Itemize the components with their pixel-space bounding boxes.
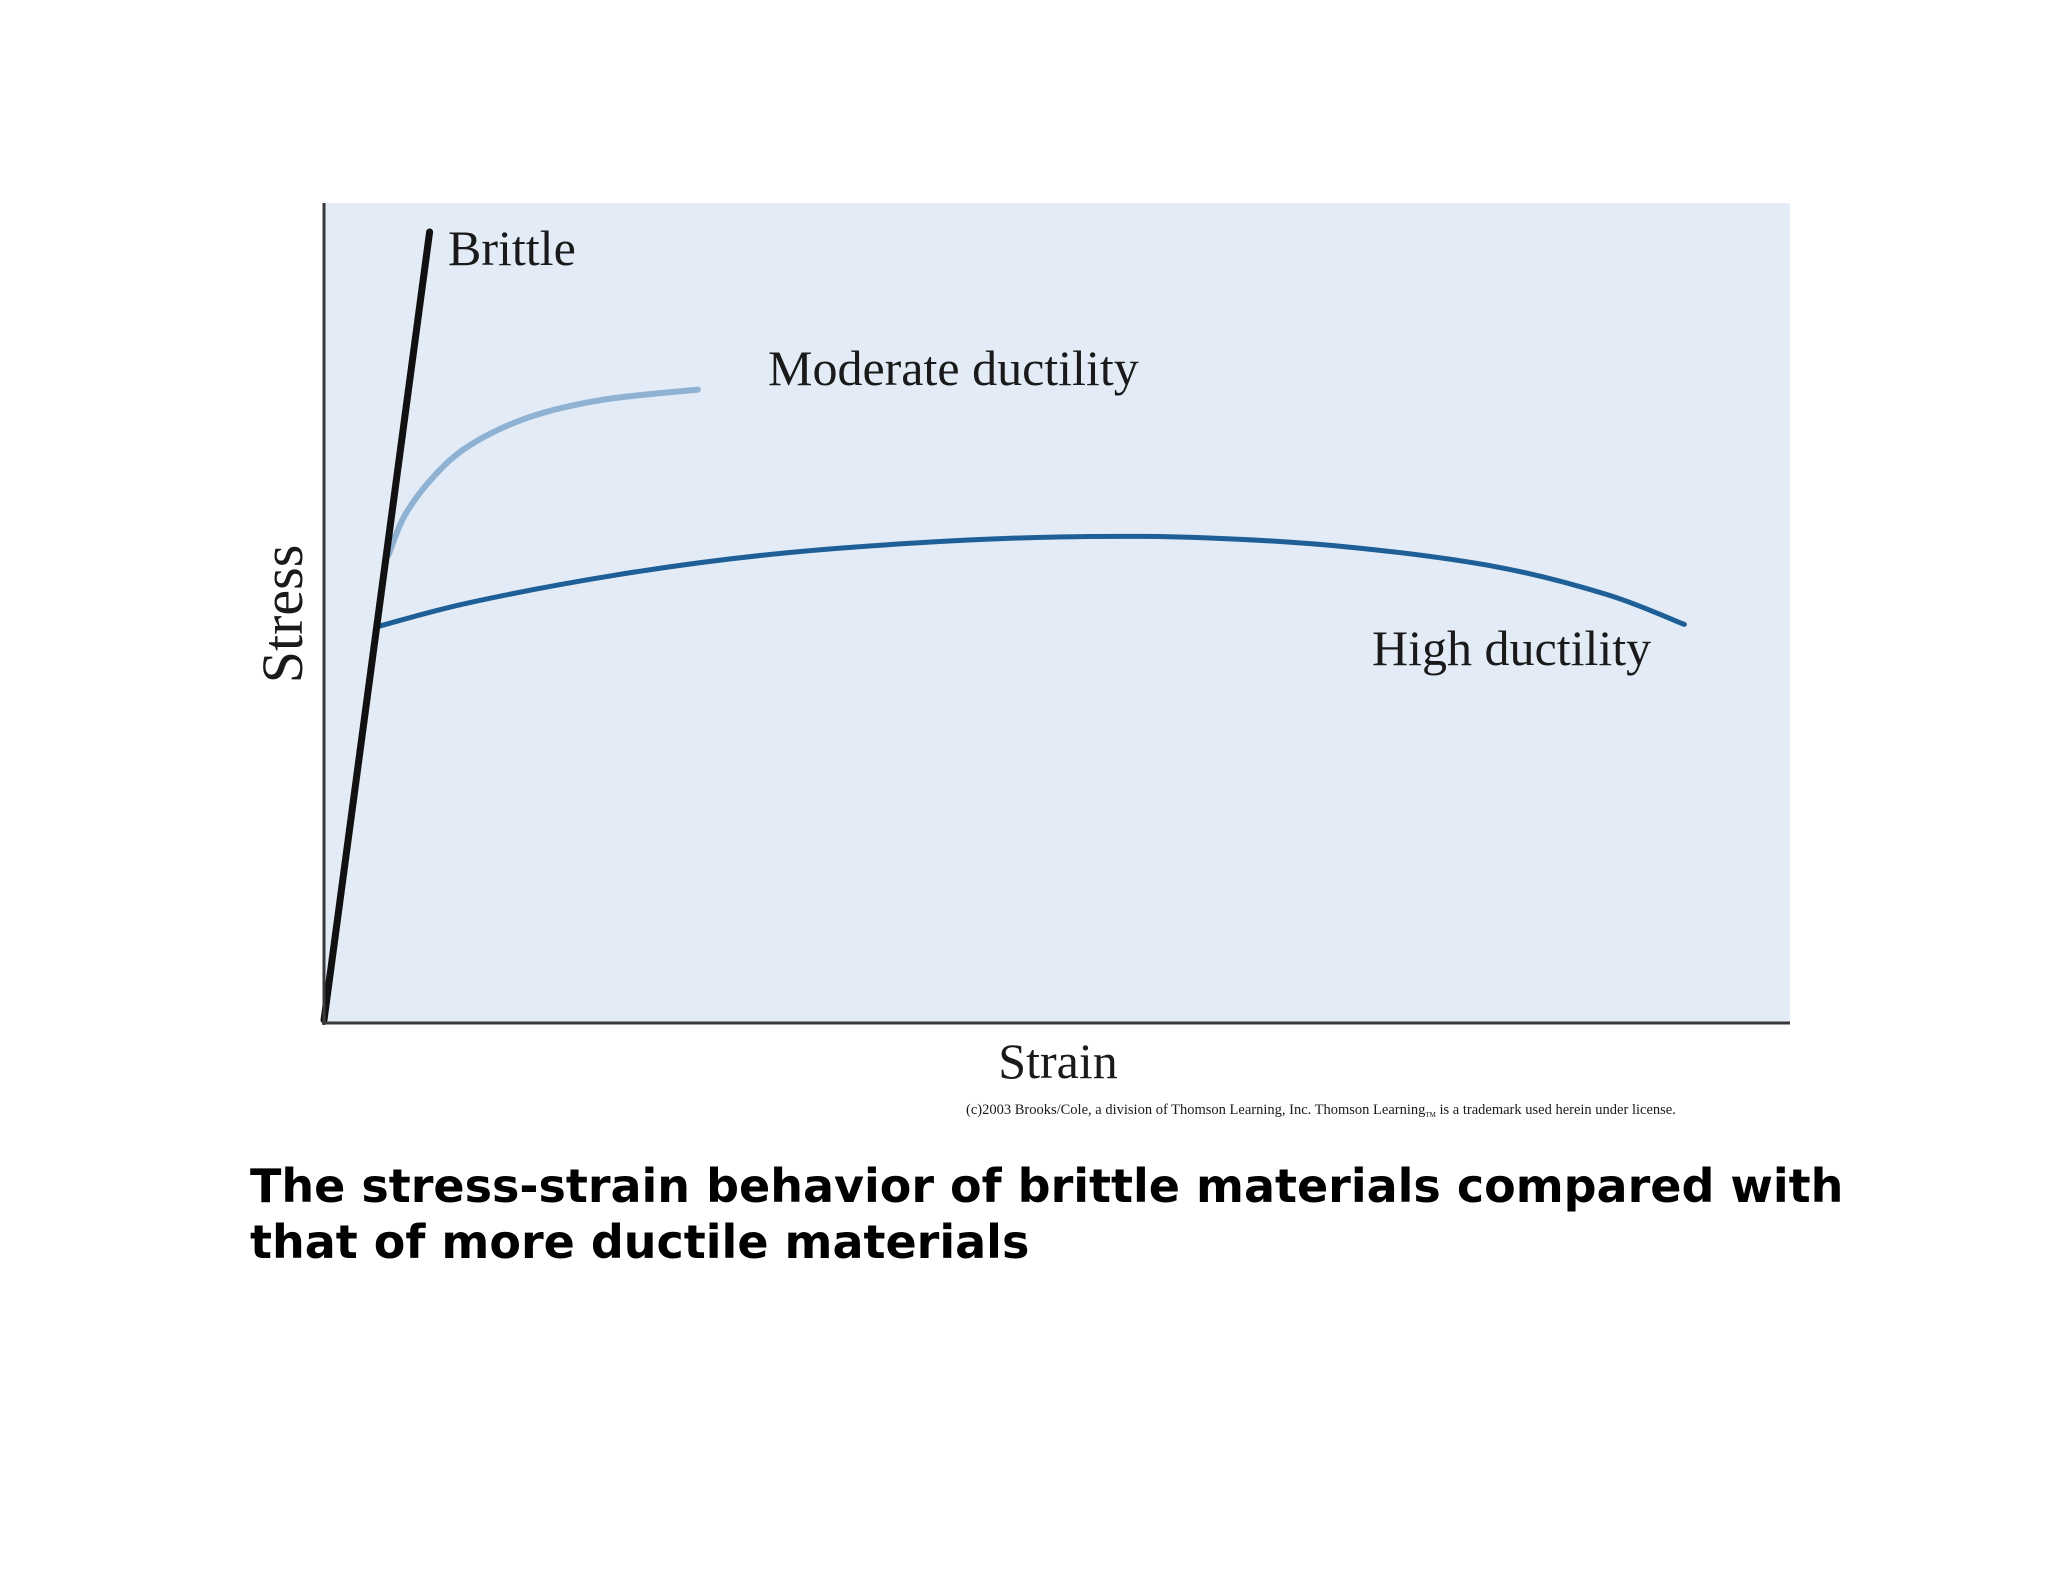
series-label-brittle: Brittle: [448, 220, 576, 276]
credit-rest: is a trademark used herein under license…: [1436, 1102, 1676, 1118]
copyright-credit: (c)2003 Brooks/Cole, a division of Thoms…: [966, 1102, 1676, 1119]
credit-trademark: TM: [1425, 1111, 1436, 1119]
series-line-moderate-ductility: [385, 386, 701, 559]
series-label-moderate-ductility: Moderate ductility: [768, 340, 1139, 396]
series-label-high-ductility: High ductility: [1372, 620, 1651, 676]
series-layer: [320, 228, 1687, 1024]
series-line-brittle: [320, 228, 434, 1024]
credit-main: (c)2003 Brooks/Cole, a division of Thoms…: [966, 1102, 1425, 1118]
y-axis-label: Stress: [250, 545, 315, 684]
figure-caption: The stress-strain behavior of brittle ma…: [250, 1159, 1844, 1269]
plot-area: [324, 203, 1790, 1023]
series-line-high-ductility: [377, 533, 1687, 629]
x-axis-label: Strain: [998, 1033, 1117, 1089]
